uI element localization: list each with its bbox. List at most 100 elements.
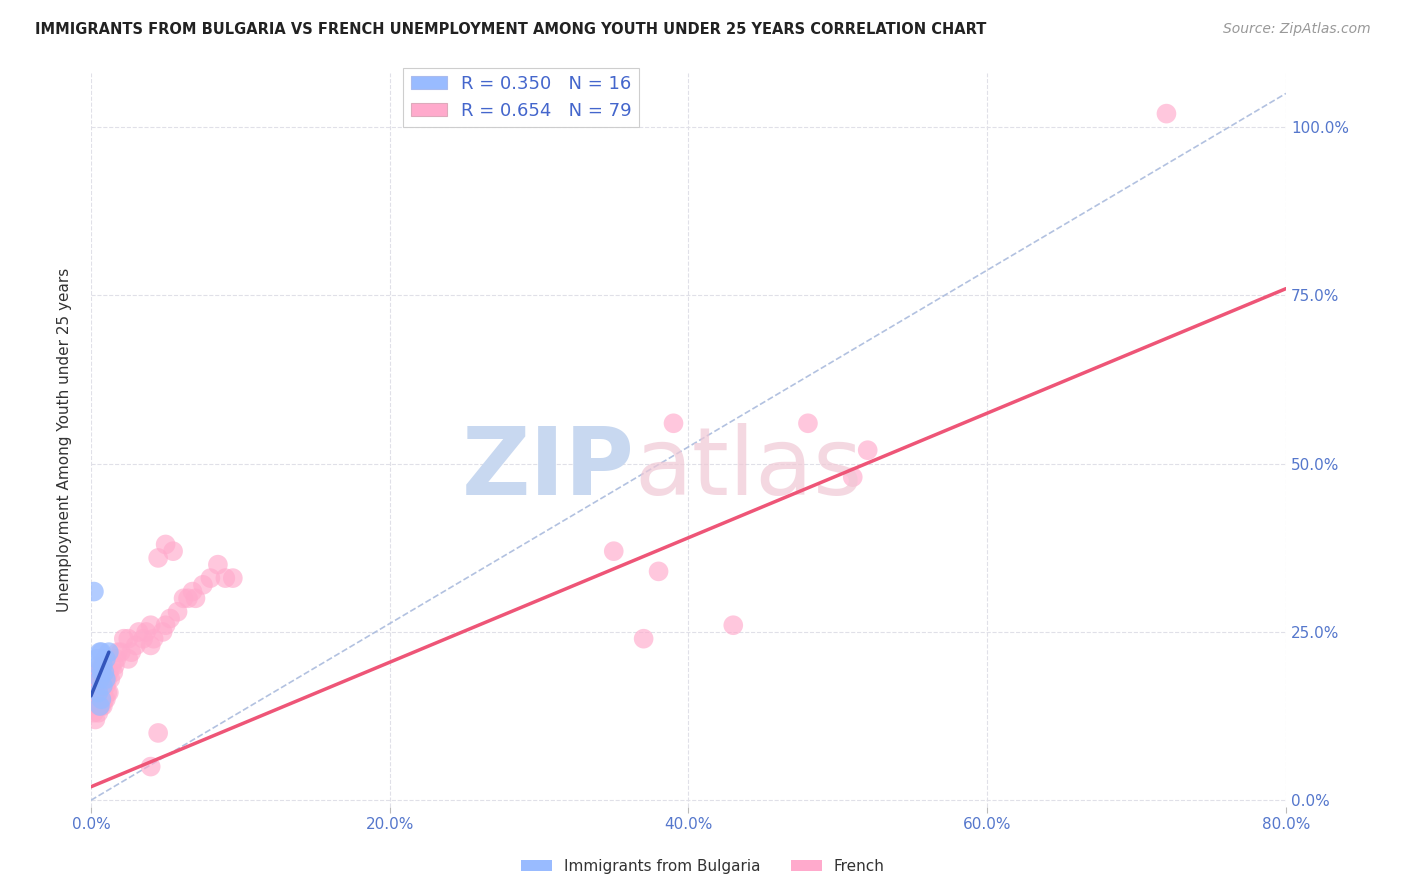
Text: atlas: atlas (634, 424, 863, 516)
Point (90, 665, 112, 680)
Point (98, 672, 121, 686)
Point (86, 698, 108, 713)
Point (132, 632, 155, 646)
Point (87, 692, 110, 706)
Point (139, 618, 162, 632)
Point (103, 665, 125, 680)
Point (146, 726, 169, 740)
Point (87, 685, 110, 699)
Point (603, 544, 626, 558)
Point (86, 665, 108, 680)
Point (93, 665, 115, 680)
Point (91, 658, 114, 673)
Point (91, 698, 114, 713)
Point (139, 759, 162, 773)
Point (181, 584, 204, 599)
Point (1156, 106, 1178, 120)
Point (105, 652, 128, 666)
Point (94, 672, 117, 686)
Point (82, 679, 104, 693)
Point (89, 698, 111, 713)
Point (222, 571, 245, 585)
Point (91, 672, 114, 686)
Point (96, 685, 118, 699)
Point (177, 591, 200, 606)
Point (91, 685, 114, 699)
Point (107, 645, 129, 659)
Point (97, 645, 120, 659)
Point (90, 698, 112, 713)
Point (128, 624, 150, 639)
Point (89, 672, 111, 686)
Point (84, 713, 107, 727)
Point (91, 679, 114, 693)
Point (86, 679, 108, 693)
Legend: Immigrants from Bulgaria, French: Immigrants from Bulgaria, French (515, 853, 891, 880)
Point (117, 632, 139, 646)
Point (96, 672, 118, 686)
Point (200, 571, 222, 585)
Point (207, 558, 229, 572)
Point (90, 685, 112, 699)
Point (101, 658, 124, 673)
Point (84, 692, 107, 706)
Point (173, 591, 195, 606)
Text: IMMIGRANTS FROM BULGARIA VS FRENCH UNEMPLOYMENT AMONG YOUTH UNDER 25 YEARS CORRE: IMMIGRANTS FROM BULGARIA VS FRENCH UNEMP… (35, 22, 987, 37)
Point (87, 658, 110, 673)
Point (86, 652, 108, 666)
Point (93, 692, 115, 706)
Point (842, 470, 865, 484)
Legend: R = 0.350   N = 16, R = 0.654   N = 79: R = 0.350 N = 16, R = 0.654 N = 79 (404, 68, 638, 127)
Point (83, 584, 105, 599)
Point (94, 692, 117, 706)
Point (84, 672, 107, 686)
Point (89, 645, 111, 659)
Point (856, 443, 879, 458)
Y-axis label: Unemployment Among Youth under 25 years: Unemployment Among Youth under 25 years (58, 268, 72, 612)
Point (110, 645, 132, 659)
Point (93, 665, 115, 680)
Point (142, 632, 165, 646)
Point (120, 645, 142, 659)
Point (155, 537, 177, 551)
Point (90, 692, 112, 706)
Point (87, 706, 110, 720)
Point (166, 605, 188, 619)
Point (90, 658, 112, 673)
Point (162, 544, 184, 558)
Point (97, 665, 120, 680)
Point (83, 679, 105, 693)
Point (135, 624, 157, 639)
Point (83, 706, 105, 720)
Point (139, 639, 162, 653)
Point (90, 645, 112, 659)
Point (91, 658, 114, 673)
Point (94, 665, 117, 680)
Point (125, 639, 148, 653)
Point (662, 417, 685, 431)
Point (117, 652, 139, 666)
Point (647, 565, 669, 579)
Point (93, 679, 115, 693)
Point (723, 618, 745, 632)
Point (87, 679, 110, 693)
Point (94, 679, 117, 693)
Point (104, 658, 127, 673)
Text: ZIP: ZIP (461, 424, 634, 516)
Point (89, 672, 111, 686)
Point (155, 618, 177, 632)
Point (152, 624, 174, 639)
Text: Source: ZipAtlas.com: Source: ZipAtlas.com (1223, 22, 1371, 37)
Point (97, 685, 120, 699)
Point (112, 632, 135, 646)
Point (797, 417, 820, 431)
Point (191, 578, 214, 592)
Point (89, 698, 111, 713)
Point (633, 632, 655, 646)
Point (159, 611, 181, 625)
Point (214, 571, 236, 585)
Point (146, 550, 169, 565)
Point (87, 665, 110, 680)
Point (184, 591, 207, 606)
Point (89, 685, 111, 699)
